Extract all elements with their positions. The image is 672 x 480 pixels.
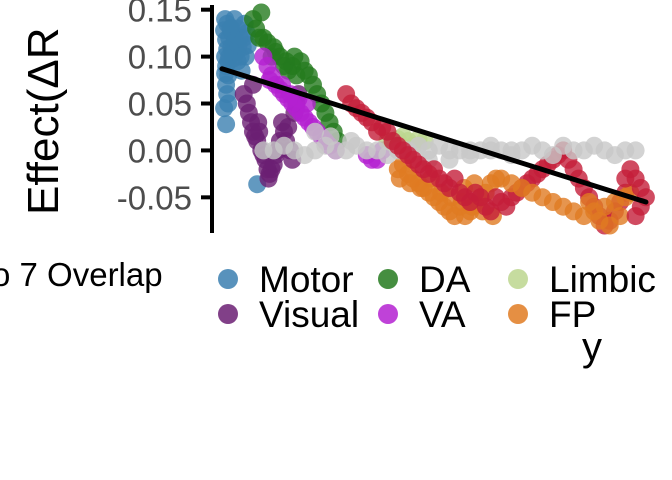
y-tick-label: -0.05 [117,179,192,216]
data-point [306,122,325,141]
data-point [249,113,268,132]
clipped-glyph: y [582,325,602,369]
data-point [445,169,464,188]
legend-key-da [378,269,398,289]
legend-key-fp [508,304,528,324]
data-point [279,118,298,136]
legend-label-da: DA [419,259,471,300]
y-tick-label: 0.15 [128,0,192,29]
y-ticks: -0.05 0.00 0.05 0.10 0.15 [117,0,212,216]
data-point [590,211,609,230]
data-point [626,207,645,226]
legend-label-visual: Visual [259,294,359,335]
y-tick-label: 0.00 [128,132,192,169]
y-axis-title: Effect(ΔR [19,27,68,215]
y-tick-label: 0.05 [128,86,192,123]
legend-label-motor: Motor [259,259,354,300]
data-point [616,169,635,188]
data-point [285,47,304,66]
y-tick-label: 0.10 [128,39,192,76]
data-point [259,169,278,188]
data-point [215,99,234,118]
data-point [342,132,361,150]
data-point [321,127,340,146]
fit-line [219,66,649,205]
data-point [217,115,236,134]
legend-label-va: VA [419,294,466,335]
points-layer [215,3,655,235]
legend-key-motor [218,269,238,289]
legend-label-limbic: Limbic [549,259,656,300]
data-point [252,3,271,22]
data-point [225,33,244,52]
data-point [440,150,459,169]
legend-key-limbic [508,269,528,289]
data-point [580,193,599,211]
legend-label-fp: FP [549,294,596,335]
legend-title: o 7 Overlap [0,256,163,293]
data-point [626,141,645,160]
legend-key-va [378,304,398,324]
legend-key-visual [218,304,238,324]
